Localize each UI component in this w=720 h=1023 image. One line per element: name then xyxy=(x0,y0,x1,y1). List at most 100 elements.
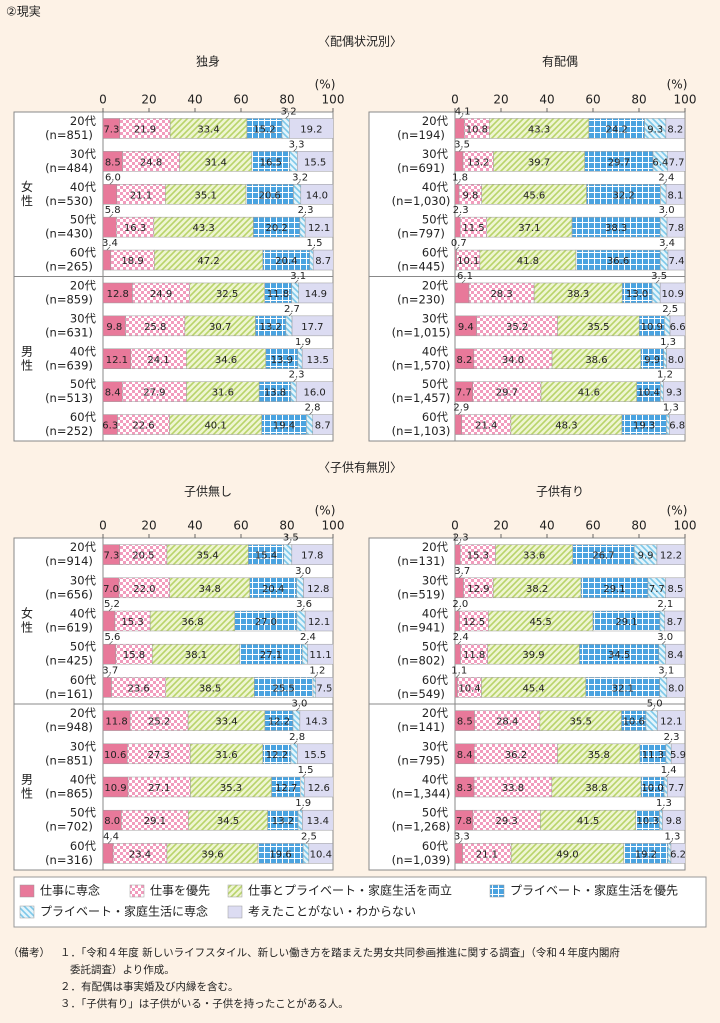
value-label: 34.8 xyxy=(199,584,221,595)
value-label: 34.0 xyxy=(502,355,524,366)
value-label: 25.8 xyxy=(144,322,166,333)
x-tick-label: 100 xyxy=(674,93,697,107)
bar-segment xyxy=(102,610,116,632)
value-label: 25.2 xyxy=(148,717,170,728)
value-label: 1.5 xyxy=(298,765,314,776)
leader-line xyxy=(293,378,297,382)
value-label: 2.3 xyxy=(453,533,469,544)
leader-line xyxy=(458,411,462,415)
value-label: 8.5 xyxy=(105,157,121,168)
bar-segment xyxy=(292,710,301,731)
value-label: 16.0 xyxy=(303,388,325,399)
leader-line xyxy=(669,840,673,844)
value-label: 10.8 xyxy=(466,124,488,135)
category-label: (n=1,039) xyxy=(392,853,451,867)
value-label: 3.5 xyxy=(651,271,667,282)
category-label: 50代 xyxy=(422,213,449,227)
bar-segment xyxy=(663,348,667,369)
leader-line xyxy=(457,607,461,612)
value-label: 10.0 xyxy=(641,783,663,794)
value-label: 9.8 xyxy=(462,190,478,201)
value-label: 12.7 xyxy=(275,783,297,794)
leader-line xyxy=(293,740,298,745)
leader-line xyxy=(456,181,461,185)
category-label: 50代 xyxy=(70,640,97,654)
leader-line xyxy=(302,773,306,778)
value-label: 37.1 xyxy=(518,223,540,234)
value-label: 40.1 xyxy=(204,421,226,432)
value-label: 1.5 xyxy=(307,238,323,249)
category-label: (n=865) xyxy=(45,787,93,801)
x-tick-label: 80 xyxy=(279,93,294,107)
bar-segment xyxy=(454,643,461,665)
value-label: 41.5 xyxy=(577,816,599,827)
category-label: (n=851) xyxy=(45,128,93,142)
note: １．「令和４年度 新しいライフスタイル、新しい働き方を踏まえた男女共同参画推進に… xyxy=(60,946,620,959)
leader-line xyxy=(457,640,462,645)
value-label: 20.4 xyxy=(262,584,284,595)
value-label: 45.6 xyxy=(523,190,545,201)
value-label: 5.0 xyxy=(647,699,663,710)
value-label: 12.2 xyxy=(660,551,682,562)
value-label: 14.9 xyxy=(305,289,327,300)
category-label: 40代 xyxy=(422,344,449,358)
bar-segment xyxy=(665,118,686,139)
value-label: 19.6 xyxy=(269,849,291,860)
bar-segment xyxy=(285,315,293,337)
category-label: 60代 xyxy=(70,246,97,260)
value-label: 2.3 xyxy=(664,732,680,743)
category-label: (n=802) xyxy=(397,654,445,668)
leader-line xyxy=(293,148,297,152)
value-label: 10.6 xyxy=(623,717,645,728)
value-label: 32.2 xyxy=(612,190,634,201)
value-label: 30.7 xyxy=(209,322,231,333)
value-label: 15.5 xyxy=(304,157,326,168)
category-label: 60代 xyxy=(70,673,97,687)
category-label: (n=639) xyxy=(45,358,93,372)
bar-segment xyxy=(670,843,686,864)
bar-segment xyxy=(291,315,334,337)
value-label: 34.5 xyxy=(217,816,239,827)
value-label: 2.7 xyxy=(284,304,300,315)
value-label: 7.5 xyxy=(316,683,332,694)
value-label: 21.4 xyxy=(475,421,497,432)
value-label: 24.8 xyxy=(140,157,162,168)
value-label: 10.9 xyxy=(641,322,663,333)
value-label: 41.6 xyxy=(578,388,600,399)
bar-segment xyxy=(667,249,686,271)
bar-segment xyxy=(297,809,303,831)
value-label: 22.6 xyxy=(132,421,154,432)
value-label: 13.9 xyxy=(271,355,293,366)
category-label: (n=519) xyxy=(397,587,445,601)
value-label: 8.1 xyxy=(668,190,684,201)
value-label: 1.3 xyxy=(665,831,681,842)
value-label: 23.6 xyxy=(128,683,150,694)
bar-segment xyxy=(297,348,303,369)
value-label: 9.9 xyxy=(638,551,654,562)
legend-label: 考えたことがない・わからない xyxy=(248,904,416,919)
category-label: (n=656) xyxy=(45,587,93,601)
value-label: 13.4 xyxy=(307,816,329,827)
category-label: 40代 xyxy=(70,607,97,621)
value-label: 12.6 xyxy=(308,783,330,794)
value-label: 12.1 xyxy=(308,223,330,234)
value-label: 8.0 xyxy=(104,816,120,827)
value-label: 3.1 xyxy=(658,665,674,676)
value-label: 12.8 xyxy=(307,584,329,595)
leader-line xyxy=(459,574,463,579)
value-label: 6.0 xyxy=(105,172,121,183)
value-label: 7.3 xyxy=(103,551,119,562)
bar-segment xyxy=(295,381,334,402)
category-label: 60代 xyxy=(70,839,97,853)
value-label: 3.3 xyxy=(289,139,305,150)
leader-line xyxy=(663,181,667,185)
bar-segment xyxy=(663,776,668,798)
bar-segment xyxy=(307,643,334,665)
value-label: 31.6 xyxy=(215,750,237,761)
value-label: 12.8 xyxy=(107,289,129,300)
leader-line xyxy=(299,574,304,579)
bar-segment xyxy=(304,216,334,238)
value-label: 35.2 xyxy=(506,322,528,333)
bar-segment xyxy=(304,610,334,632)
value-label: 7.3 xyxy=(103,124,119,135)
